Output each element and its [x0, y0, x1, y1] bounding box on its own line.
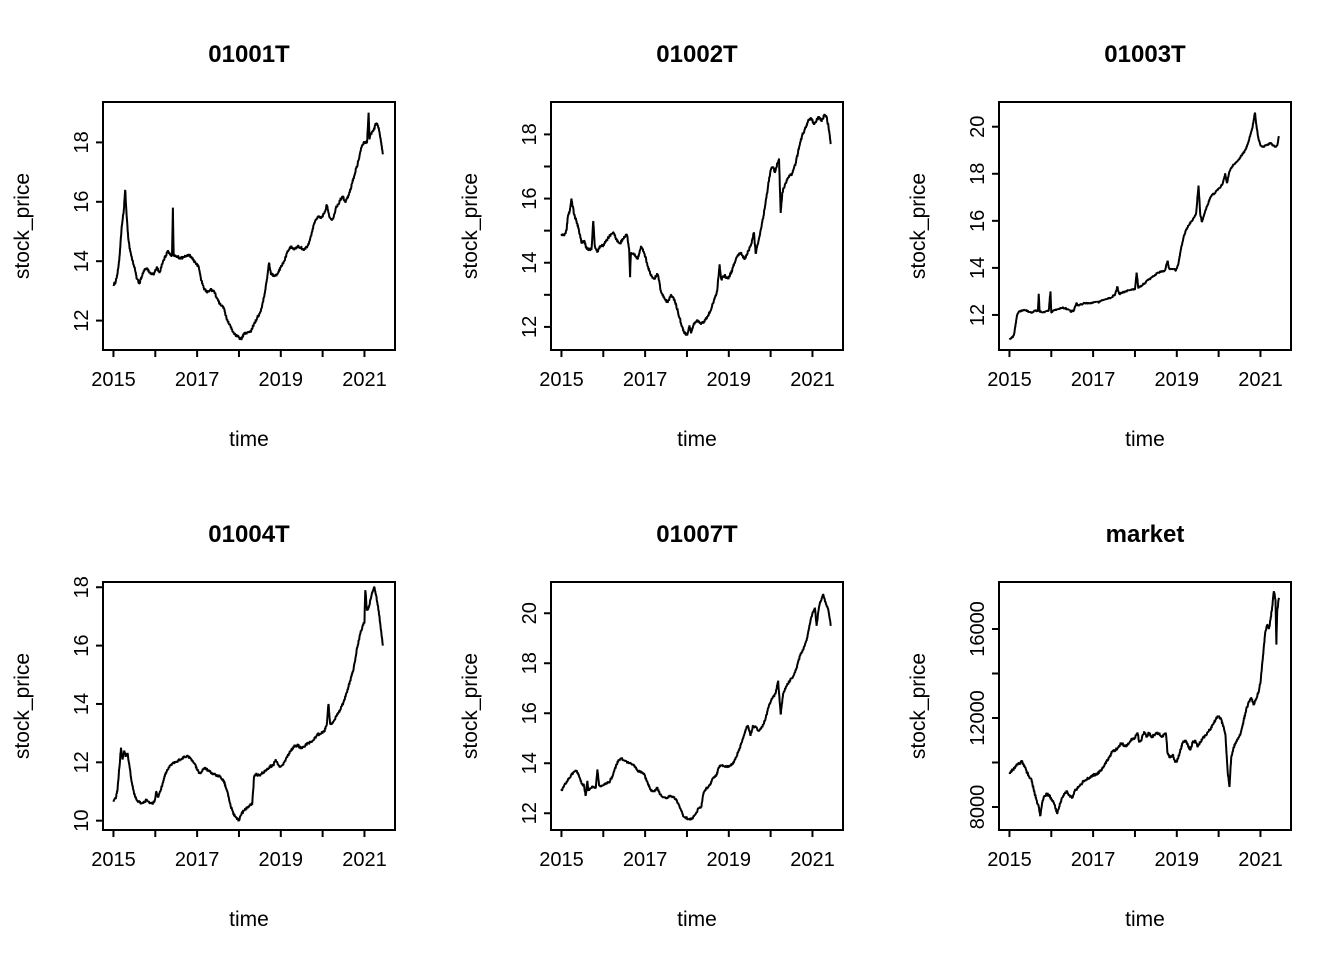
chart-panel-01003t: 01003T time stock_price 2015 2017 2019 2021… — [896, 0, 1344, 480]
y-axis-title: stock_price — [459, 653, 482, 759]
y-tick-label: 12 — [519, 316, 541, 338]
y-tick-label: 14 — [519, 252, 541, 274]
y-axis-title: stock_price — [459, 173, 482, 279]
x-tick-label: 2021 — [1238, 849, 1283, 871]
price-line — [560, 113, 832, 336]
x-tick-label: 2017 — [175, 849, 220, 871]
x-tick-label: 2019 — [259, 849, 304, 871]
x-tick-label: 2021 — [342, 849, 387, 871]
y-tick-label: 18 — [71, 576, 93, 598]
y-tick-label: 18 — [519, 652, 541, 674]
chart-title: 01002T — [656, 41, 738, 68]
y-tick-label: 12 — [519, 802, 541, 824]
y-tick-label: 20 — [967, 116, 989, 138]
x-tick-label: 2015 — [539, 369, 584, 391]
y-tick-label: 12 — [71, 751, 93, 773]
price-line — [112, 112, 384, 341]
y-tick-label: 16 — [967, 210, 989, 232]
x-tick-label: 2017 — [1071, 369, 1116, 391]
y-tick-label: 16 — [71, 634, 93, 656]
price-line — [1008, 591, 1280, 817]
x-tick-label: 2017 — [1071, 849, 1116, 871]
x-tick-label: 2017 — [623, 369, 668, 391]
x-tick-label: 2019 — [259, 369, 304, 391]
x-axis-title: time — [229, 428, 269, 451]
y-tick-label: 20 — [519, 602, 541, 624]
y-tick-label: 18 — [967, 163, 989, 185]
chart-title: market — [1106, 521, 1185, 548]
x-tick-label: 2019 — [1155, 369, 1200, 391]
y-tick-label: 14 — [71, 250, 93, 272]
y-axis-title: stock_price — [907, 653, 930, 759]
x-tick-label: 2015 — [987, 369, 1032, 391]
x-tick-label: 2021 — [342, 369, 387, 391]
y-axis-title: stock_price — [11, 653, 34, 759]
x-tick-label: 2021 — [1238, 369, 1283, 391]
x-axis-title: time — [677, 908, 717, 931]
price-line — [560, 593, 832, 821]
x-tick-label: 2017 — [175, 369, 220, 391]
y-tick-label: 14 — [967, 257, 989, 279]
x-tick-label: 2015 — [987, 849, 1032, 871]
x-tick-label: 2017 — [623, 849, 668, 871]
chart-title: 01003T — [1104, 41, 1186, 68]
y-tick-label: 8000 — [967, 785, 989, 830]
y-tick-label: 18 — [519, 123, 541, 145]
chart-title: 01007T — [656, 521, 738, 548]
plot-area: 2015 2017 2019 2021 12 14 16 18 — [71, 101, 396, 391]
y-tick-label: 14 — [519, 752, 541, 774]
x-tick-label: 2019 — [1155, 849, 1200, 871]
chart-01001t: 01001T time stock_price 2015 2017 2019 2021… — [11, 41, 396, 451]
price-line — [112, 586, 384, 822]
plot-area: 2015 2017 2019 2021 12 14 16 18 — [519, 101, 844, 391]
x-tick-label: 2019 — [707, 849, 752, 871]
chart-market: market time stock_price 2015 2017 2019 2021… — [907, 521, 1292, 931]
x-tick-label: 2015 — [539, 849, 584, 871]
x-tick-label: 2021 — [790, 849, 835, 871]
chart-title: 01001T — [208, 41, 290, 68]
y-axis-title: stock_price — [11, 173, 34, 279]
y-tick-label: 12 — [967, 304, 989, 326]
y-axis-title: stock_price — [907, 173, 930, 279]
chart-panel-01001t: 01001T time stock_price 2015 2017 2019 2021… — [0, 0, 448, 480]
chart-title: 01004T — [208, 521, 290, 548]
y-tick-label: 18 — [71, 131, 93, 153]
plot-area: 2015 2017 2019 2021 12 14 16 18 20 — [967, 101, 1292, 391]
y-tick-label: 16 — [519, 702, 541, 724]
y-tick-label: 10 — [71, 810, 93, 832]
x-tick-label: 2019 — [707, 369, 752, 391]
y-tick-label: 12000 — [967, 690, 989, 746]
x-tick-label: 2021 — [790, 369, 835, 391]
x-axis-title: time — [229, 908, 269, 931]
x-tick-label: 2015 — [91, 369, 136, 391]
chart-panel-01004t: 01004T time stock_price 2015 2017 2019 2021… — [0, 480, 448, 960]
y-tick-label: 14 — [71, 693, 93, 715]
y-tick-label: 12 — [71, 309, 93, 331]
x-axis-title: time — [1125, 908, 1165, 931]
chart-panel-01007t: 01007T time stock_price 2015 2017 2019 2021… — [448, 480, 896, 960]
x-tick-label: 2015 — [91, 849, 136, 871]
chart-01002t: 01002T time stock_price 2015 2017 2019 2021… — [459, 41, 844, 451]
chart-panel-market: market time stock_price 2015 2017 2019 2021… — [896, 480, 1344, 960]
chart-01003t: 01003T time stock_price 2015 2017 2019 2021… — [907, 41, 1292, 451]
x-axis-title: time — [1125, 428, 1165, 451]
y-tick-label: 16 — [71, 191, 93, 213]
plot-area: 2015 2017 2019 2021 12 14 16 18 20 — [519, 581, 844, 871]
x-axis-title: time — [677, 428, 717, 451]
y-tick-label: 16000 — [967, 601, 989, 657]
chart-01004t: 01004T time stock_price 2015 2017 2019 2021… — [11, 521, 396, 931]
plot-area: 2015 2017 2019 2021 10 12 14 16 18 — [71, 576, 396, 871]
chart-panel-01002t: 01002T time stock_price 2015 2017 2019 2021… — [448, 0, 896, 480]
chart-01007t: 01007T time stock_price 2015 2017 2019 2021… — [459, 521, 844, 931]
y-tick-label: 16 — [519, 187, 541, 209]
plot-area: 2015 2017 2019 2021 8000 12000 16000 — [967, 581, 1292, 871]
price-line — [1008, 112, 1280, 341]
